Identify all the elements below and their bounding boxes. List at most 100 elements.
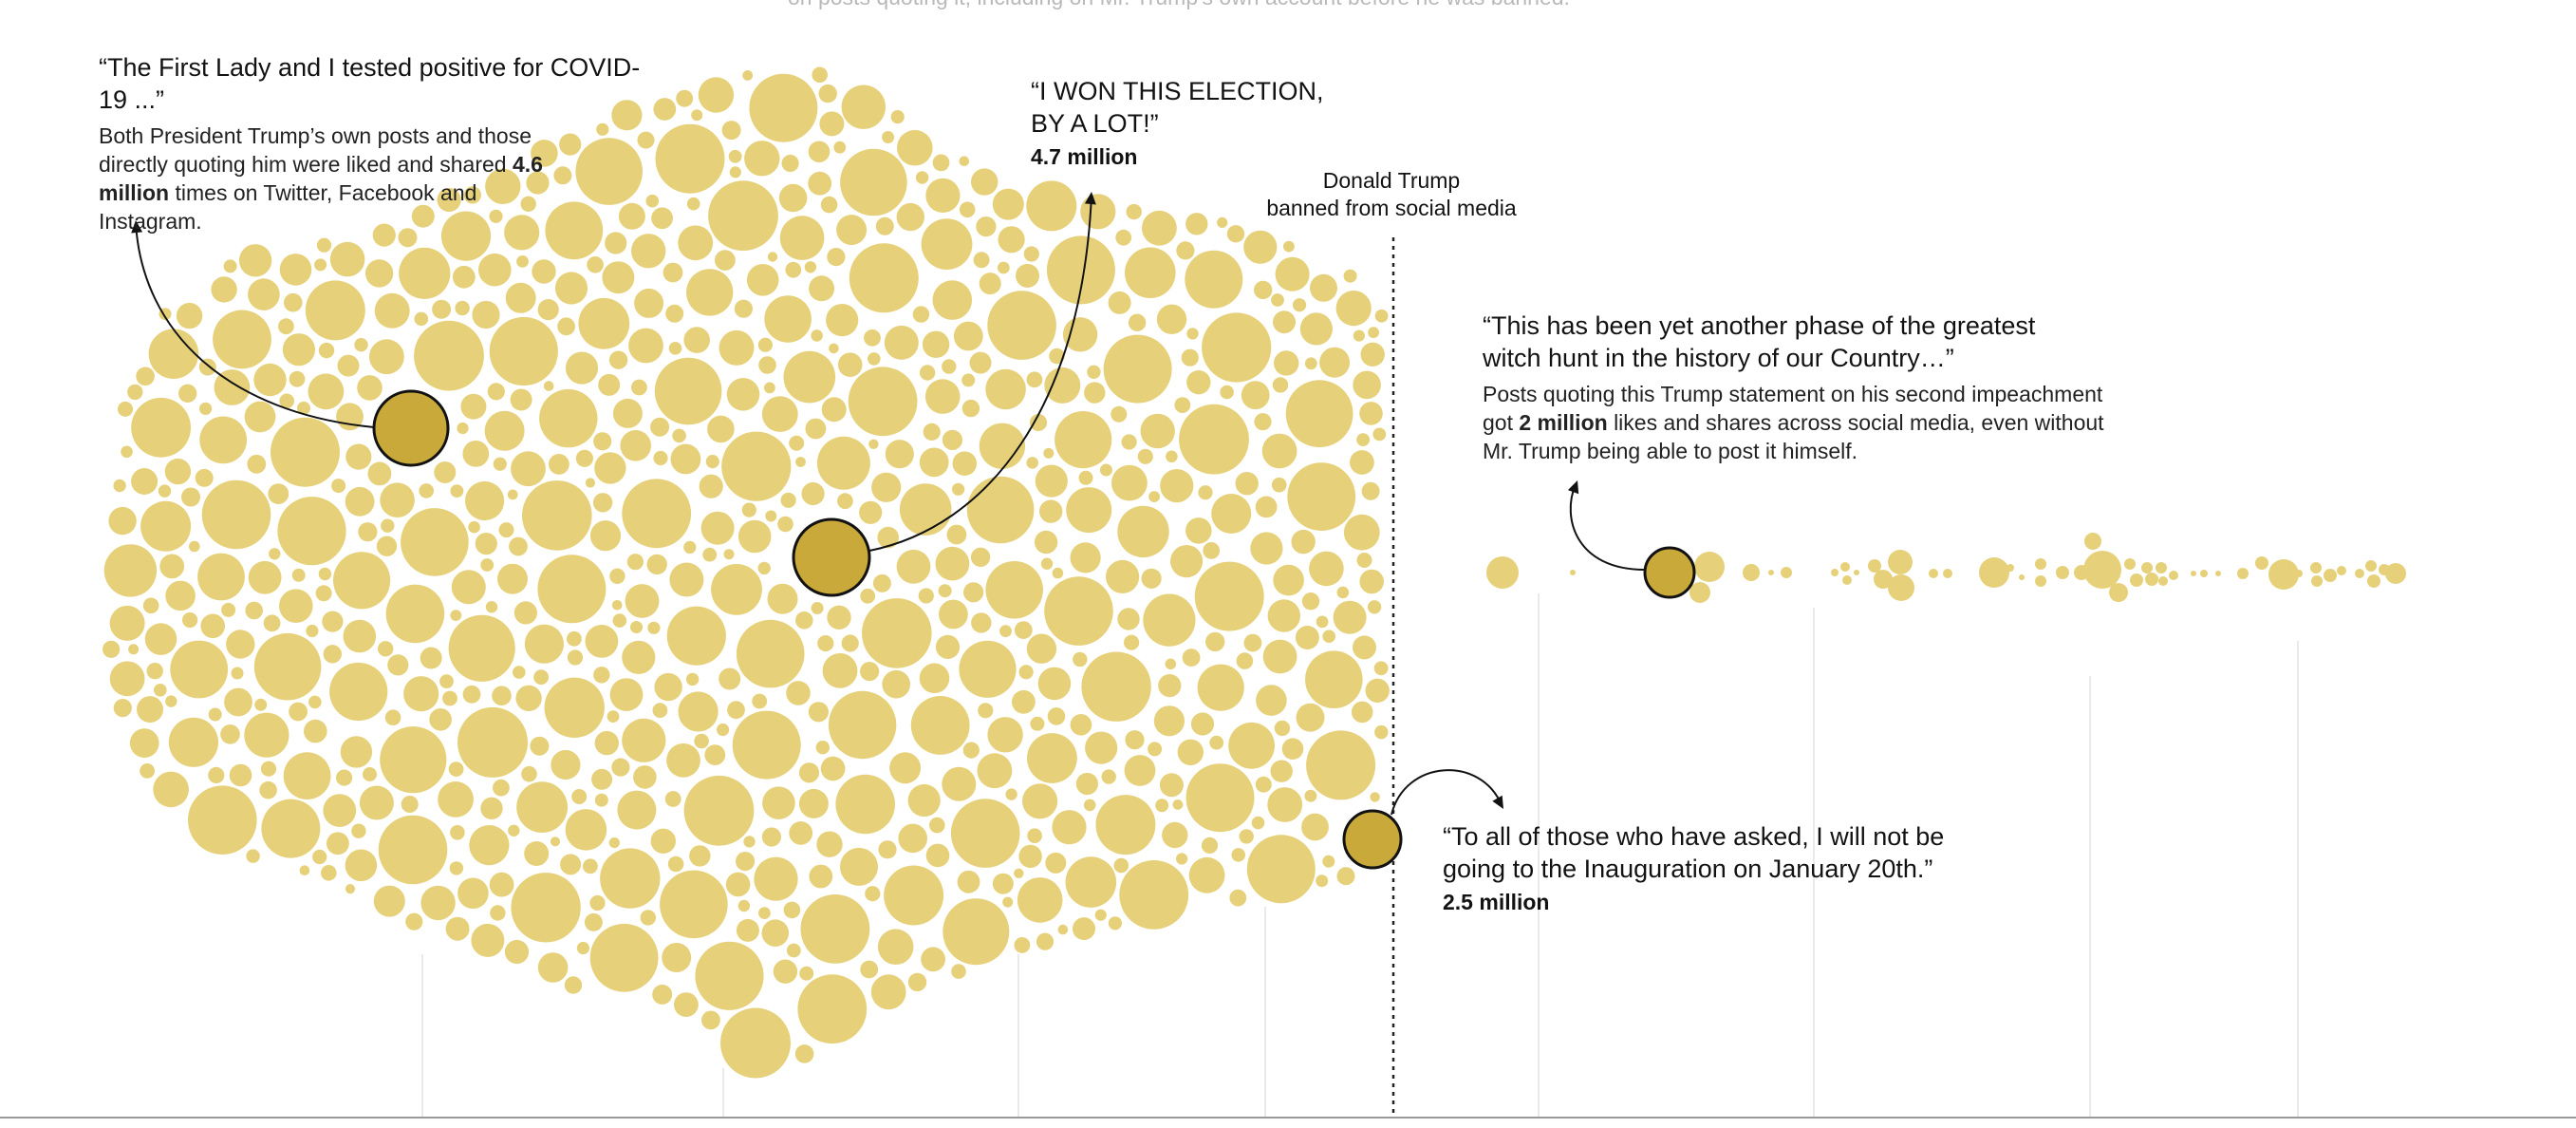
post-bubble	[1306, 730, 1376, 800]
post-bubble	[1310, 273, 1337, 302]
post-bubble	[1943, 569, 1952, 578]
post-bubble	[1368, 327, 1379, 339]
post-bubble	[608, 350, 628, 369]
post-bubble	[201, 479, 271, 550]
post-bubble	[1888, 550, 1913, 574]
post-bubble	[1044, 576, 1113, 646]
post-bubble	[631, 234, 666, 269]
post-bubble	[752, 693, 768, 709]
post-bubble	[828, 690, 897, 760]
post-bubble	[439, 674, 454, 688]
post-bubble	[1255, 496, 1278, 518]
post-bubble	[405, 912, 423, 931]
post-bubble	[331, 479, 346, 494]
post-bubble	[1159, 773, 1184, 798]
post-bubble	[708, 180, 778, 252]
post-bubble	[414, 311, 429, 327]
post-bubble	[244, 712, 289, 758]
post-bubble	[1235, 472, 1259, 496]
post-bubble	[543, 381, 554, 391]
post-bubble	[1194, 561, 1264, 631]
post-bubble	[728, 149, 742, 163]
post-bubble	[717, 723, 730, 737]
post-bubble	[1246, 835, 1316, 904]
post-bubble	[795, 457, 806, 467]
post-bubble	[780, 492, 796, 508]
post-bubble	[372, 223, 396, 247]
post-bubble	[812, 66, 828, 84]
post-bubble	[282, 333, 315, 367]
post-bubble	[188, 785, 257, 855]
post-bubble	[736, 918, 759, 942]
post-bubble	[779, 216, 825, 260]
post-bubble	[2056, 566, 2069, 579]
post-bubble	[882, 131, 895, 143]
post-bubble	[1274, 350, 1299, 376]
post-bubble	[1142, 210, 1177, 246]
post-bubble	[504, 939, 530, 965]
post-bubble	[815, 741, 830, 755]
post-bubble	[457, 877, 489, 910]
post-bubble	[455, 300, 470, 316]
post-bubble	[411, 204, 435, 228]
post-bubble	[557, 317, 575, 336]
post-bubble	[634, 288, 664, 318]
post-bubble	[565, 351, 599, 385]
post-bubble	[1367, 600, 1382, 614]
post-bubble	[401, 508, 469, 576]
post-bubble	[1281, 738, 1304, 760]
post-bubble	[533, 669, 549, 686]
post-bubble	[1254, 413, 1272, 431]
post-bubble	[837, 352, 863, 378]
post-bubble	[877, 526, 899, 549]
post-bubble	[783, 350, 836, 404]
post-bubble	[537, 555, 607, 624]
post-bubble	[942, 766, 977, 801]
post-bubble	[833, 141, 847, 154]
post-bubble	[1103, 334, 1172, 404]
post-bubble	[835, 774, 895, 835]
post-bubble	[957, 870, 980, 893]
post-bubble	[1201, 837, 1219, 855]
post-bubble	[587, 256, 604, 273]
post-bubble	[1014, 868, 1024, 878]
post-bubble	[1360, 342, 1385, 367]
post-bubble	[520, 196, 536, 212]
post-bubble	[1128, 313, 1147, 331]
post-bubble	[1094, 909, 1107, 921]
post-bubble	[489, 316, 558, 386]
post-bubble	[925, 178, 961, 213]
post-bubble	[1781, 567, 1792, 578]
post-bubble	[354, 338, 368, 352]
post-bubble	[168, 717, 218, 767]
post-bubble	[384, 709, 401, 725]
post-bubble	[271, 417, 340, 487]
post-bubble	[840, 148, 907, 216]
post-bubble	[1322, 855, 1335, 868]
annotation-election-value: 4.7 million	[1031, 144, 1138, 169]
post-bubble	[912, 306, 930, 323]
post-bubble	[2007, 564, 2014, 572]
post-bubble	[318, 567, 332, 581]
post-bubble	[746, 264, 779, 296]
post-bubble	[799, 966, 814, 981]
post-bubble	[1111, 405, 1128, 423]
post-bubble	[719, 667, 741, 690]
post-bubble	[221, 602, 236, 617]
post-bubble	[618, 202, 645, 230]
ban-label-line2: banned from social media	[1266, 196, 1517, 220]
post-bubble	[921, 947, 945, 972]
post-bubble	[1236, 652, 1254, 669]
post-bubble	[695, 941, 764, 1010]
post-bubble	[507, 489, 518, 500]
annotation-election: “I WON THIS ELECTION, BY A LOT!” 4.7 mil…	[1031, 75, 1324, 170]
post-bubble	[631, 379, 647, 396]
post-bubble	[1108, 916, 1122, 931]
post-bubble	[1046, 235, 1115, 305]
post-bubble	[550, 837, 561, 847]
post-bubble	[1243, 230, 1278, 264]
post-bubble	[399, 247, 451, 299]
post-bubble	[789, 435, 805, 451]
post-bubble	[2145, 573, 2158, 586]
